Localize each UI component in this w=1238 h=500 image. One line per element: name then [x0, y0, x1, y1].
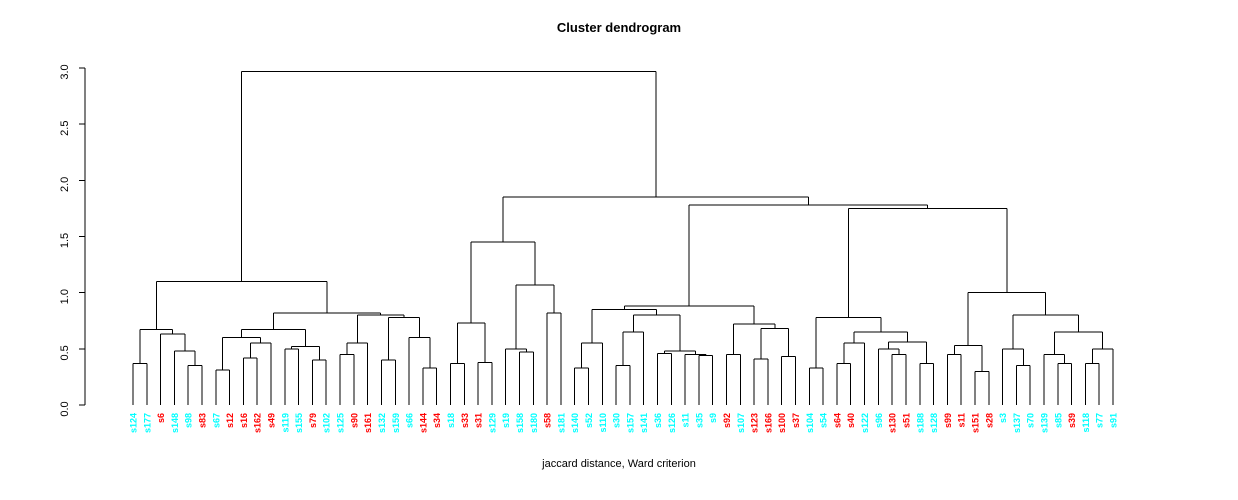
y-axis-tick-label: 0.5: [59, 345, 71, 360]
leaf-label: s77: [1095, 413, 1105, 428]
leaf-label: s126: [667, 413, 677, 433]
leaf-label: s33: [460, 413, 470, 428]
leaf-label: s140: [570, 413, 580, 433]
leaf-label: s31: [474, 413, 484, 428]
leaf-label: s66: [405, 413, 415, 428]
leaf-label: s122: [860, 413, 870, 433]
leaf-label: s36: [653, 413, 663, 428]
leaf-label: s51: [901, 413, 911, 428]
leaf-label: s128: [929, 413, 939, 433]
leaf-label: s70: [1026, 413, 1036, 428]
leaf-label: s177: [142, 413, 152, 433]
leaf-label: s166: [763, 413, 773, 433]
y-axis-tick-label: 1.0: [59, 289, 71, 304]
leaf-label: s161: [363, 413, 373, 433]
leaf-label: s139: [1039, 413, 1049, 433]
leaf-label: s30: [612, 413, 622, 428]
leaf-label: s98: [184, 413, 194, 428]
leaf-label: s130: [888, 413, 898, 433]
leaf-label: s6: [156, 413, 166, 423]
leaf-label: s102: [322, 413, 332, 433]
leaf-label: s110: [598, 413, 608, 433]
leaf-label: s132: [377, 413, 387, 433]
leaf-label: s11: [681, 413, 691, 428]
chart-title: Cluster dendrogram: [556, 20, 682, 35]
leaf-label: s79: [308, 413, 318, 428]
leaf-label: s85: [1053, 413, 1063, 428]
leaf-label: s141: [639, 413, 649, 433]
leaf-label: s12: [225, 413, 235, 428]
leaf-label: s118: [1081, 413, 1091, 433]
leaf-label: s180: [529, 413, 539, 433]
y-axis-tick-label: 0.0: [59, 401, 71, 416]
y-axis-tick-label: 3.0: [59, 64, 71, 79]
leaf-label: s155: [294, 413, 304, 433]
leaf-label: s28: [984, 413, 994, 428]
leaf-label: s39: [1067, 413, 1077, 428]
leaf-label: s107: [736, 413, 746, 433]
leaf-label: s54: [819, 413, 829, 428]
leaf-label: s144: [418, 413, 428, 433]
leaf-label: s92: [722, 413, 732, 428]
leaf-label: s34: [432, 413, 442, 428]
leaf-label: s40: [846, 413, 856, 428]
leaf-label: s137: [1012, 413, 1022, 433]
leaf-label: s83: [198, 413, 208, 428]
leaf-label: s35: [694, 413, 704, 428]
leaf-label: s125: [336, 413, 346, 433]
leaf-label: s49: [267, 413, 277, 428]
leaf-label: s19: [501, 413, 511, 428]
leaf-label: s188: [915, 413, 925, 433]
leaf-label: s148: [170, 413, 180, 433]
leaf-label: s157: [625, 413, 635, 433]
leaf-label: s129: [487, 413, 497, 433]
leaf-label: s159: [391, 413, 401, 433]
leaf-label: s158: [515, 413, 525, 433]
leaf-label: s18: [446, 413, 456, 428]
leaf-label: s119: [280, 413, 290, 433]
leaf-label: s96: [874, 413, 884, 428]
leaf-label: s151: [970, 413, 980, 433]
leaf-label: s124: [129, 413, 139, 433]
leaf-label: s64: [832, 413, 842, 428]
leaf-label: s90: [349, 413, 359, 428]
y-axis-tick-label: 2.0: [59, 177, 71, 192]
leaf-label: s99: [943, 413, 953, 428]
leaf-label: s9: [708, 413, 718, 423]
y-axis-tick-label: 1.5: [59, 233, 71, 248]
leaf-label: s123: [750, 413, 760, 433]
leaf-label: s58: [543, 413, 553, 428]
leaf-label: s104: [805, 413, 815, 433]
leaf-label: s162: [253, 413, 263, 433]
leaf-label: s67: [211, 413, 221, 428]
leaf-label: s52: [584, 413, 594, 428]
leaf-label: s11: [957, 413, 967, 428]
leaf-label: s91: [1109, 413, 1119, 428]
leaf-label: s100: [777, 413, 787, 433]
leaf-label: s37: [791, 413, 801, 428]
y-axis-tick-label: 2.5: [59, 121, 71, 136]
leaf-label: s181: [556, 413, 566, 433]
x-axis-label: jaccard distance, Ward criterion: [542, 458, 696, 470]
leaf-label: s16: [239, 413, 249, 428]
leaf-label: s3: [998, 413, 1008, 423]
